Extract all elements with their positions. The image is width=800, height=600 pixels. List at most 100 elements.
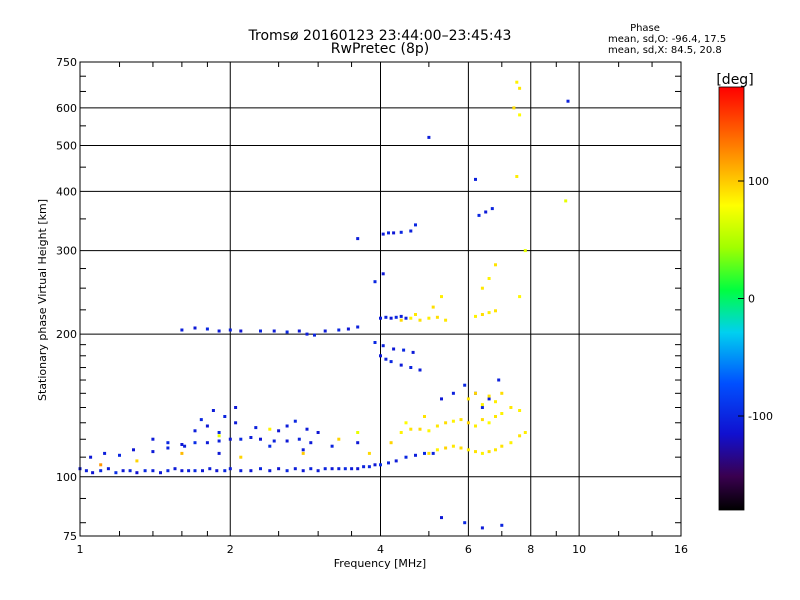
scatter-point-x: [418, 318, 422, 322]
scatter-point-x: [459, 418, 463, 422]
scatter-point-o: [381, 272, 385, 276]
scatter-point-o: [381, 344, 385, 348]
scatter-point-x: [523, 431, 527, 434]
scatter-point-o: [490, 207, 494, 211]
scatter-point-x: [301, 451, 305, 455]
scatter-point-x: [389, 441, 393, 445]
scatter-point-x: [135, 459, 139, 463]
scatter-point-x: [480, 451, 484, 455]
scatter-point-o: [330, 467, 334, 471]
scatter-point-o: [356, 467, 360, 471]
scatter-point-x: [427, 429, 431, 433]
scatter-point-o: [323, 329, 327, 333]
scatter-point-x: [399, 318, 403, 322]
scatter-point-x: [451, 419, 455, 423]
scatter-point-o: [187, 469, 191, 473]
scatter-point-o: [183, 444, 187, 448]
phase-stats-x: mean, sd,X: 84.5, 20.8: [608, 45, 722, 56]
scatter-point-x: [518, 86, 522, 90]
scatter-point-o: [414, 223, 417, 227]
scatter-point-o: [301, 469, 305, 473]
scatter-point-o: [392, 231, 396, 235]
scatter-point-x: [217, 434, 221, 438]
scatter-point-x: [418, 427, 422, 431]
scatter-point-x: [466, 421, 470, 425]
scatter-point-x: [474, 450, 477, 454]
scatter-point-o: [205, 441, 209, 445]
scatter-point-o: [373, 341, 377, 344]
scatter-point-o: [389, 360, 393, 364]
scatter-point-o: [293, 467, 297, 471]
scatter-point-o: [387, 461, 390, 465]
scatter-point-o: [205, 327, 209, 331]
scatter-point-x: [427, 451, 431, 455]
x-tick-label: 6: [465, 543, 472, 556]
scatter-point-o: [440, 397, 443, 401]
scatter-point-o: [484, 210, 488, 214]
scatter-point-x: [414, 313, 417, 316]
scatter-point-o: [277, 467, 281, 471]
scatter-point-o: [409, 229, 413, 233]
scatter-point-x: [487, 311, 491, 315]
scatter-point-o: [234, 406, 238, 409]
scatter-point-o: [387, 231, 390, 235]
scatter-point-o: [208, 467, 212, 471]
scatter-point-x: [239, 455, 243, 459]
scatter-point-o: [411, 350, 415, 354]
scatter-point-o: [151, 469, 155, 473]
scatter-point-o: [215, 469, 219, 473]
scatter-point-o: [285, 330, 289, 334]
y-tick-label: 300: [56, 245, 77, 258]
scatter-point-x: [509, 406, 513, 409]
scatter-point-o: [217, 329, 221, 333]
scatter-point-x: [268, 427, 272, 431]
scatter-point-o: [166, 469, 170, 473]
scatter-point-o: [346, 327, 350, 331]
scatter-point-o: [362, 465, 366, 469]
scatter-point-o: [217, 431, 221, 434]
scatter-point-o: [399, 363, 403, 367]
scatter-point-x: [444, 421, 448, 425]
scatter-point-o: [392, 347, 396, 351]
scatter-point-o: [135, 471, 139, 475]
scatter-point-x: [487, 421, 491, 425]
x-tick-label: 1: [77, 543, 84, 556]
scatter-point-x: [494, 448, 497, 452]
scatter-point-x: [487, 277, 491, 280]
scatter-point-o: [367, 465, 371, 469]
scatter-point-o: [323, 467, 327, 471]
scatter-point-o: [337, 467, 341, 471]
scatter-point-o: [409, 366, 413, 369]
scatter-point-o: [297, 437, 301, 441]
scatter-point-x: [564, 199, 568, 203]
scatter-point-o: [337, 328, 341, 332]
scatter-point-x: [399, 431, 403, 434]
scatter-point-o: [463, 521, 467, 525]
scatter-point-x: [440, 295, 443, 299]
scatter-point-o: [463, 383, 467, 387]
scatter-point-o: [199, 418, 203, 422]
x-tick-label: 4: [377, 543, 384, 556]
scatter-point-o: [497, 378, 501, 382]
scatter-point-x: [435, 315, 439, 319]
scatter-point-x: [404, 421, 408, 425]
scatter-point-o: [389, 316, 393, 320]
y-tick-label: 600: [56, 102, 77, 115]
y-tick-label: 75: [63, 530, 77, 543]
scatter-point-o: [316, 431, 320, 434]
scatter-point-o: [343, 467, 347, 471]
scatter-point-x: [480, 286, 484, 290]
scatter-point-o: [356, 237, 360, 241]
scatter-point-o: [399, 230, 403, 234]
scatter-point-o: [297, 329, 301, 333]
scatter-point-o: [330, 444, 334, 448]
scatter-point-o: [379, 463, 382, 467]
scatter-point-o: [166, 446, 170, 450]
scatter-point-o: [223, 469, 227, 473]
scatter-point-x: [367, 451, 371, 455]
scatter-point-o: [205, 424, 209, 428]
scatter-point-o: [309, 467, 313, 471]
scatter-point-x: [500, 444, 504, 448]
scatter-point-o: [373, 280, 377, 284]
scatter-point-o: [228, 467, 232, 471]
